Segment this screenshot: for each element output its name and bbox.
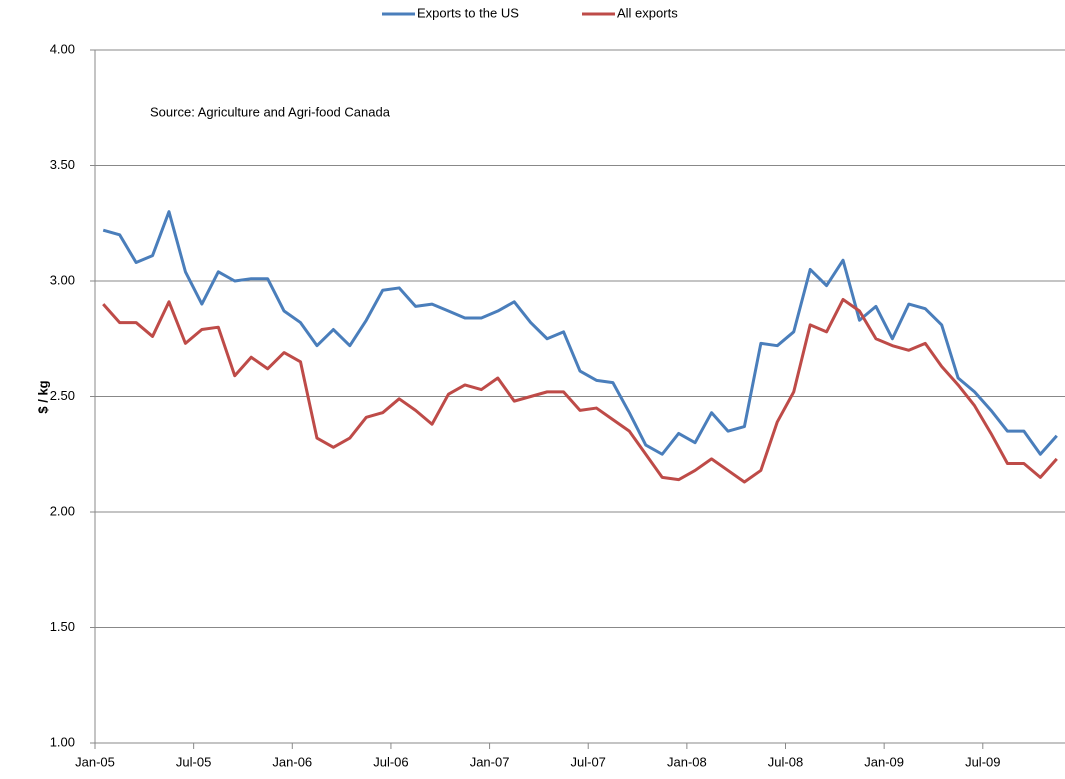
series-line: [102, 297, 1058, 484]
legend-label: All exports: [617, 5, 678, 20]
y-tick-label: 3.50: [50, 157, 75, 172]
x-tick-label: Jan-08: [667, 754, 707, 769]
x-tick-label: Jan-09: [864, 754, 904, 769]
x-tick-label: Jul-05: [176, 754, 211, 769]
x-tick-label: Jan-05: [75, 754, 115, 769]
x-tick-label: Jul-09: [965, 754, 1000, 769]
y-tick-label: 3.00: [50, 272, 75, 287]
y-tick-label: 1.00: [50, 734, 75, 749]
x-tick-label: Jul-08: [768, 754, 803, 769]
x-tick-label: Jan-06: [272, 754, 312, 769]
legend-label: Exports to the US: [417, 5, 519, 20]
x-tick-label: Jul-07: [571, 754, 606, 769]
x-tick-label: Jul-06: [373, 754, 408, 769]
y-tick-label: 1.50: [50, 619, 75, 634]
x-tick-label: Jan-07: [470, 754, 510, 769]
series-line: [102, 210, 1058, 456]
y-axis-label: $ / kg: [35, 380, 50, 413]
annotation: Source: Agriculture and Agri-food Canada: [150, 104, 391, 119]
y-tick-label: 2.00: [50, 503, 75, 518]
y-tick-label: 4.00: [50, 41, 75, 56]
y-tick-label: 2.50: [50, 388, 75, 403]
